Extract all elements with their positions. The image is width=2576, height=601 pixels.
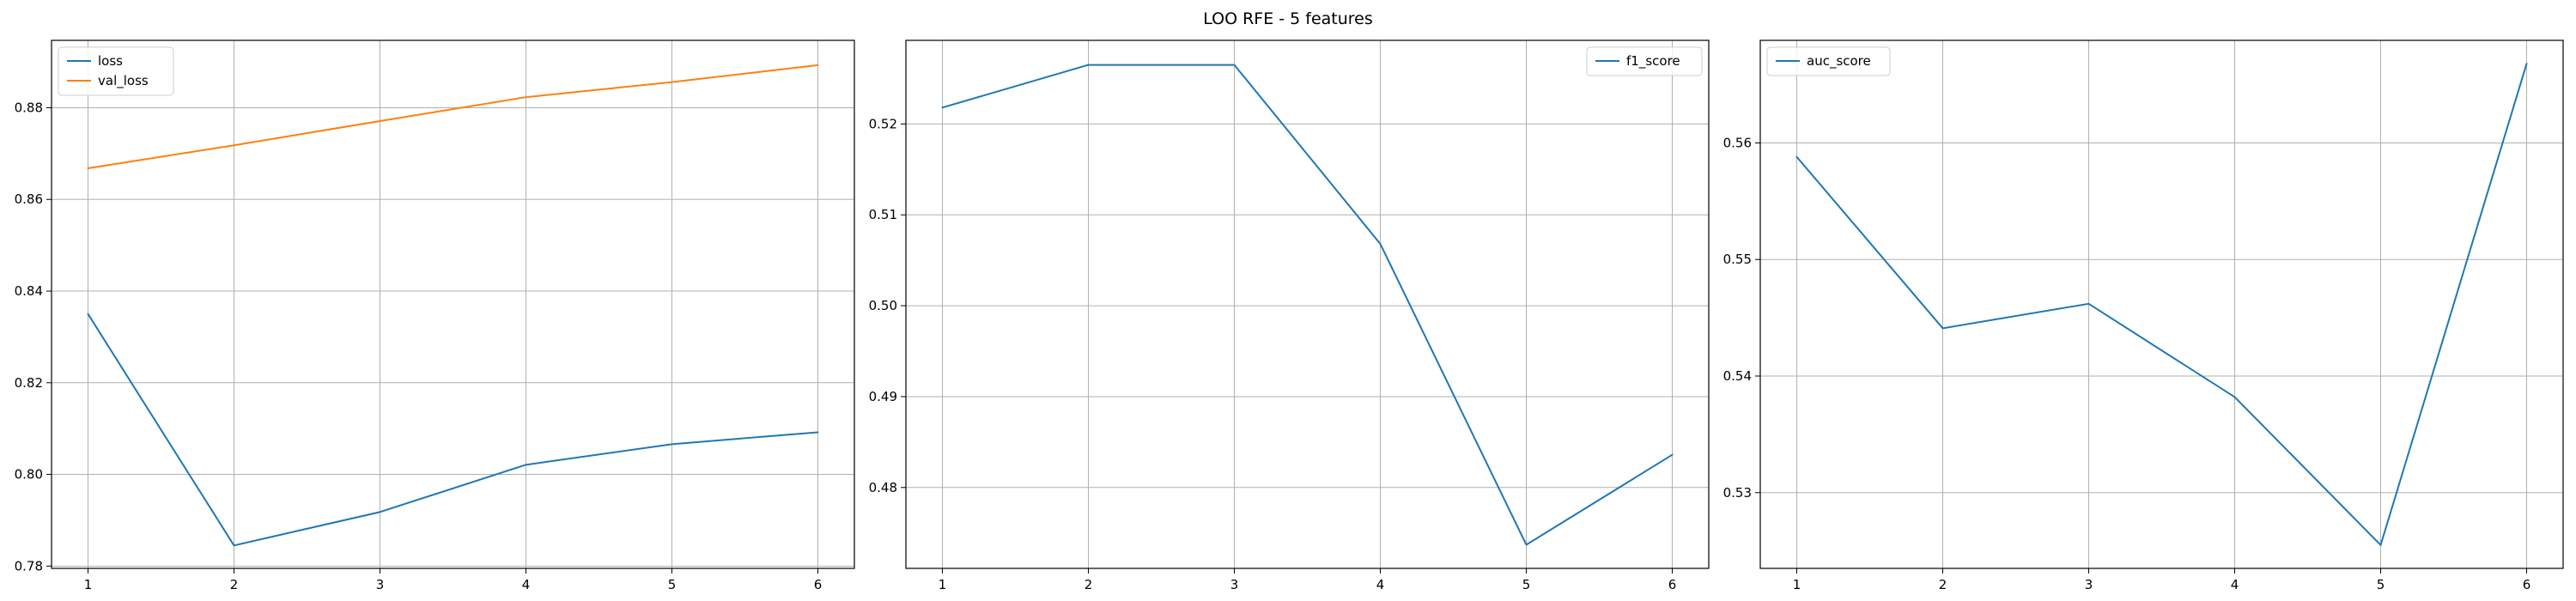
x-tick-label: 2 <box>230 577 239 592</box>
x-tick-label: 1 <box>1793 577 1801 592</box>
x-tick-label: 1 <box>939 577 947 592</box>
legend-box <box>1586 46 1703 76</box>
series-line-auc-score <box>1795 63 2528 546</box>
y-tick-label: 0.88 <box>15 100 43 115</box>
x-tick-label: 3 <box>2085 577 2093 592</box>
axes-frame <box>51 39 855 569</box>
y-tick-label: 0.80 <box>15 467 43 483</box>
x-tick-label: 1 <box>84 577 93 592</box>
y-tick-label: 0.48 <box>869 480 897 495</box>
y-tick-label: 0.52 <box>869 116 897 131</box>
legend-box <box>58 46 174 96</box>
legend: loss val_loss <box>58 46 174 96</box>
legend-label: f1_score <box>1626 53 1680 70</box>
legend-label: loss <box>98 53 123 69</box>
y-tick-label: 0.86 <box>15 191 43 207</box>
chart-panel-1: 1 2 3 4 5 6 0.78 0.80 0.82 0.84 0.86 0.88 loss val_lo… <box>15 39 855 592</box>
legend: auc_score <box>1766 46 1891 76</box>
x-tick-label: 4 <box>2231 577 2239 592</box>
x-tick-label: 3 <box>1230 577 1239 592</box>
plot-area <box>1760 40 2563 568</box>
y-tick-label: 0.78 <box>15 558 43 574</box>
axes-frame <box>905 39 1710 569</box>
axes-frame <box>1759 39 2564 569</box>
x-tick-label: 6 <box>814 577 823 592</box>
y-tick-label: 0.50 <box>869 298 897 313</box>
y-tick-label: 0.49 <box>869 389 897 404</box>
legend-label: auc_score <box>1807 53 1871 70</box>
legend-box <box>1766 46 1891 76</box>
y-tick-label: 0.56 <box>1723 135 1752 150</box>
x-tick-label: 5 <box>2377 577 2385 592</box>
chart-panel-3: 1 2 3 4 5 6 0.53 0.54 0.55 0.56 auc_score <box>1723 39 2564 592</box>
x-tick-label: 4 <box>522 577 531 592</box>
x-tick-label: 5 <box>1522 577 1531 592</box>
legend-label: val_loss <box>98 73 149 89</box>
figure-title: LOO RFE - 5 features <box>1203 9 1373 28</box>
y-tick-label: 0.51 <box>869 207 897 222</box>
y-tick-label: 0.82 <box>15 375 43 391</box>
chart-panel-2: 1 2 3 4 5 6 0.48 0.49 0.50 0.51 0.52 f1_score <box>869 39 1710 592</box>
x-tick-label: 3 <box>376 577 385 592</box>
legend: f1_score <box>1586 46 1703 76</box>
series-line-loss <box>87 313 819 547</box>
x-tick-label: 6 <box>2523 577 2531 592</box>
y-tick-label: 0.54 <box>1723 368 1752 384</box>
series-line-val-loss <box>87 64 819 169</box>
plot-area <box>52 40 854 568</box>
chart-panels: 1 2 3 4 5 6 0.78 0.80 0.82 0.84 0.86 0.88 loss val_lo… <box>15 39 2564 592</box>
plot-area <box>906 40 1709 568</box>
y-tick-label: 0.55 <box>1723 252 1752 267</box>
x-tick-label: 5 <box>668 577 677 592</box>
x-tick-label: 2 <box>1084 577 1093 592</box>
y-tick-label: 0.53 <box>1723 485 1752 501</box>
x-tick-label: 6 <box>1668 577 1677 592</box>
y-tick-label: 0.84 <box>15 283 43 299</box>
x-tick-label: 4 <box>1376 577 1385 592</box>
series-line-f1-score <box>941 64 1674 546</box>
x-tick-label: 2 <box>1939 577 1947 592</box>
